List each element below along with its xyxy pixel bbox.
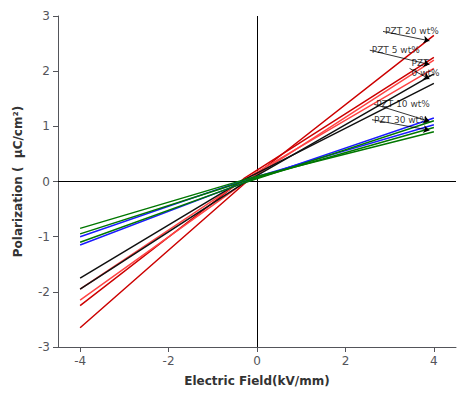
svg-text:Polarization ( μC/cm²): Polarization ( μC/cm²) <box>11 106 25 257</box>
svg-text:0: 0 <box>42 175 50 189</box>
svg-text:-1: -1 <box>38 230 50 244</box>
svg-text:4: 4 <box>430 354 438 368</box>
svg-text:Electric Field(kV/mm): Electric Field(kV/mm) <box>184 374 329 388</box>
svg-text:2: 2 <box>42 64 50 78</box>
svg-text:-2: -2 <box>163 354 175 368</box>
svg-text:PZT 30 wt%: PZT 30 wt% <box>374 115 428 125</box>
svg-text:0 wt%: 0 wt% <box>412 68 440 78</box>
svg-text:-2: -2 <box>38 285 50 299</box>
svg-text:3: 3 <box>42 9 50 23</box>
svg-text:PZT 10 wt%: PZT 10 wt% <box>376 99 430 109</box>
svg-text:0: 0 <box>253 354 261 368</box>
svg-text:PZT 20 wt%: PZT 20 wt% <box>385 26 439 36</box>
svg-text:PZT 5 wt%: PZT 5 wt% <box>372 45 420 55</box>
svg-text:-4: -4 <box>74 354 86 368</box>
svg-text:PZT: PZT <box>412 58 430 68</box>
svg-text:-3: -3 <box>38 340 50 354</box>
svg-text:2: 2 <box>342 354 350 368</box>
svg-text:1: 1 <box>42 119 50 133</box>
